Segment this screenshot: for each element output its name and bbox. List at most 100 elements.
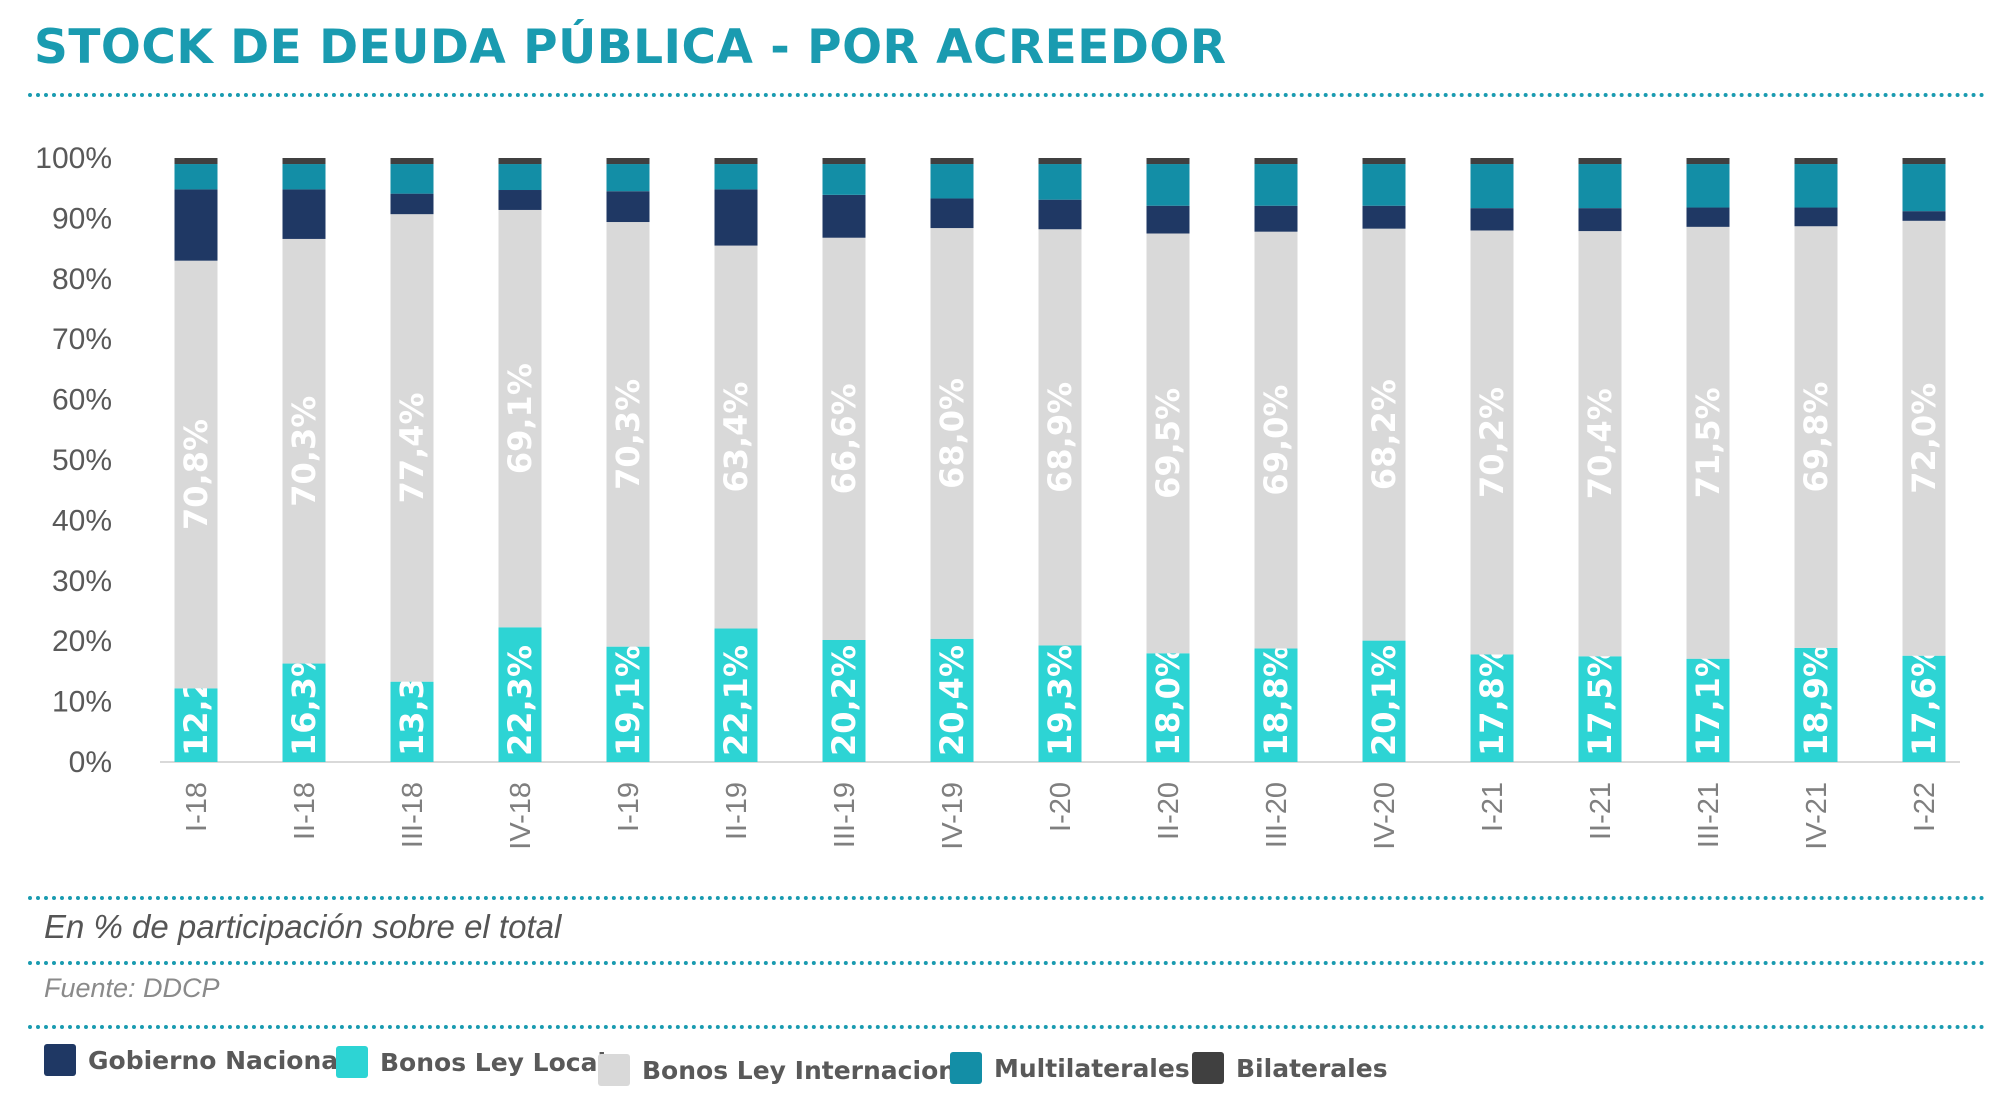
legend-item-bonos-ley-internacional: Bonos Ley Internacional xyxy=(598,1054,981,1086)
bar-segment-multilaterales xyxy=(1254,164,1298,206)
bar-segment-bonos-ley-internacional xyxy=(1254,231,1298,649)
x-tick-label: III-18 xyxy=(397,782,429,848)
x-tick-label: III-21 xyxy=(1693,782,1725,848)
bar-segment-multilaterales xyxy=(390,164,434,194)
x-tick-label: I-18 xyxy=(181,782,213,832)
data-label: 22,3% xyxy=(501,645,539,756)
bar-segment-bonos-ley-local xyxy=(282,663,326,762)
bar-segment-gobierno-nacional xyxy=(1470,208,1514,231)
bar-segment-multilaterales xyxy=(606,164,650,192)
y-tick-label: 90% xyxy=(52,202,112,235)
bar-segment-bonos-ley-internacional xyxy=(714,245,758,629)
bar-segment-bonos-ley-local xyxy=(714,628,758,762)
bar-segment-bilaterales xyxy=(1902,158,1946,165)
data-label: 70,8% xyxy=(177,419,215,530)
data-label: 20,4% xyxy=(933,645,971,756)
bar-segment-bilaterales xyxy=(1254,158,1298,165)
bar-segment-bonos-ley-local xyxy=(1362,640,1406,762)
data-label: 69,8% xyxy=(1797,382,1835,493)
legend-label: Bilaterales xyxy=(1236,1053,1388,1083)
bar-segment-bonos-ley-internacional xyxy=(390,214,434,682)
bar-segment-bilaterales xyxy=(498,158,542,165)
data-label: 68,9% xyxy=(1041,382,1079,493)
bar-segment-bilaterales xyxy=(1794,158,1838,165)
bar-segment-gobierno-nacional xyxy=(498,190,542,210)
bar-segment-bilaterales xyxy=(714,158,758,165)
bar-segment-bonos-ley-internacional xyxy=(930,228,974,639)
title-divider xyxy=(28,93,1986,97)
data-label: 72,0% xyxy=(1905,383,1943,494)
bar-segment-multilaterales xyxy=(1794,164,1838,208)
legend-swatch xyxy=(44,1044,76,1076)
stacked-bar-chart: 0%10%20%30%40%50%60%70%80%90%100%12,2%70… xyxy=(35,142,1960,850)
bar-segment-bilaterales xyxy=(822,158,866,165)
legend-label: Gobierno Nacional xyxy=(88,1045,347,1075)
chart-title: STOCK DE DEUDA PÚBLICA - POR ACREEDOR xyxy=(34,20,1227,75)
data-label: 69,0% xyxy=(1257,385,1295,496)
legend-item-bonos-ley-local: Bonos Ley Local xyxy=(336,1046,606,1078)
bar-segment-bilaterales xyxy=(1038,158,1082,165)
data-label: 17,6% xyxy=(1905,645,1943,756)
bar-segment-bonos-ley-local xyxy=(1254,648,1298,762)
bar-segment-bonos-ley-local xyxy=(390,681,434,762)
bar-segment-multilaterales xyxy=(714,164,758,190)
data-label: 20,1% xyxy=(1365,645,1403,756)
bar-segment-bonos-ley-local xyxy=(606,646,650,762)
data-label: 18,8% xyxy=(1257,645,1295,756)
bar-segment-multilaterales xyxy=(930,164,974,199)
x-tick-label: III-19 xyxy=(829,782,861,848)
data-label: 69,1% xyxy=(501,363,539,474)
bar-segment-bonos-ley-internacional xyxy=(1902,220,1946,656)
bar-segment-bilaterales xyxy=(1686,158,1730,165)
bar-segment-gobierno-nacional xyxy=(174,189,218,261)
data-label: 17,1% xyxy=(1689,645,1727,756)
bar-segment-gobierno-nacional xyxy=(1578,208,1622,232)
data-label: 69,5% xyxy=(1149,388,1187,499)
bar-segment-bilaterales xyxy=(1362,158,1406,165)
bar-segment-bonos-ley-local xyxy=(174,688,218,762)
bar-segment-bonos-ley-internacional xyxy=(1038,229,1082,646)
bar-segment-bonos-ley-local xyxy=(1578,656,1622,762)
y-tick-label: 20% xyxy=(52,625,112,658)
bar-segment-bonos-ley-local xyxy=(1038,645,1082,762)
x-tick-label: IV-18 xyxy=(505,782,537,850)
subtitle-divider xyxy=(28,961,1986,965)
bar-segment-bonos-ley-local xyxy=(1470,654,1514,762)
chart-subtitle: En % de participación sobre el total xyxy=(44,908,562,945)
bar-segment-gobierno-nacional xyxy=(1794,207,1838,227)
bar-segment-gobierno-nacional xyxy=(1902,211,1946,221)
bar-segment-bonos-ley-internacional xyxy=(174,260,218,689)
y-tick-label: 30% xyxy=(52,565,112,598)
x-tick-label: II-20 xyxy=(1153,782,1185,840)
y-tick-label: 60% xyxy=(52,384,112,417)
bar-segment-gobierno-nacional xyxy=(1038,199,1082,230)
bar-segment-bonos-ley-internacional xyxy=(606,222,650,647)
data-label: 68,2% xyxy=(1365,379,1403,490)
bar-segment-gobierno-nacional xyxy=(822,194,866,238)
legend-swatch xyxy=(598,1054,630,1086)
bar-segment-gobierno-nacional xyxy=(930,198,974,229)
bar-segment-multilaterales xyxy=(1686,164,1730,208)
source-note: Fuente: DDCP xyxy=(44,973,220,1003)
legend-swatch xyxy=(336,1046,368,1078)
x-tick-label: I-20 xyxy=(1045,782,1077,832)
x-tick-label: IV-20 xyxy=(1369,782,1401,850)
y-tick-label: 0% xyxy=(69,746,112,779)
x-tick-label: III-20 xyxy=(1261,782,1293,848)
bar-segment-multilaterales xyxy=(1902,164,1946,212)
y-tick-label: 80% xyxy=(52,263,112,296)
y-tick-label: 70% xyxy=(52,323,112,356)
x-tick-label: II-18 xyxy=(289,782,321,840)
x-tick-label: II-19 xyxy=(721,782,753,840)
data-label: 17,5% xyxy=(1581,645,1619,756)
data-label: 63,4% xyxy=(717,382,755,493)
bar-segment-multilaterales xyxy=(498,164,542,191)
data-label: 71,5% xyxy=(1689,387,1727,498)
legend-item-multilaterales: Multilaterales xyxy=(950,1052,1190,1084)
legend-label: Bonos Ley Local xyxy=(380,1047,607,1077)
bar-segment-bonos-ley-local xyxy=(1902,655,1946,762)
bar-segment-bonos-ley-internacional xyxy=(1146,233,1190,654)
source-divider xyxy=(28,1025,1986,1029)
data-label: 68,0% xyxy=(933,378,971,489)
x-tick-label: I-19 xyxy=(613,782,645,832)
